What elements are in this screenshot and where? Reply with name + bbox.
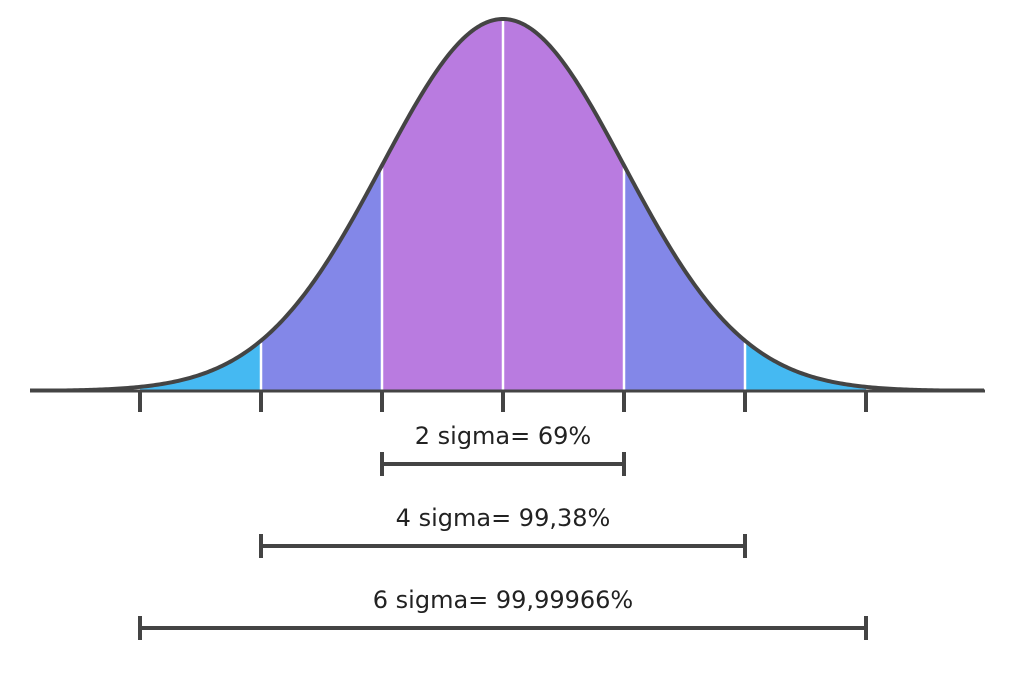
sigma-range-2: 4 sigma= 99,38% [259, 504, 747, 558]
range-label: 2 sigma= 69% [415, 422, 591, 450]
sigma-band-0 [140, 340, 261, 391]
sigma-range-1: 2 sigma= 69% [380, 422, 626, 476]
sigma-separators [259, 21, 747, 391]
x-axis-ticks [138, 391, 868, 412]
sigma-ranges: 2 sigma= 69% 4 sigma= 99,38% 6 sigma= 99,9… [138, 422, 868, 640]
sigma-band-4 [745, 340, 866, 391]
range-label: 4 sigma= 99,38% [396, 504, 611, 532]
range-label: 6 sigma= 99,99966% [373, 586, 633, 614]
bell-curve [30, 17, 984, 393]
sigma-range-3: 6 sigma= 99,99966% [138, 586, 868, 640]
